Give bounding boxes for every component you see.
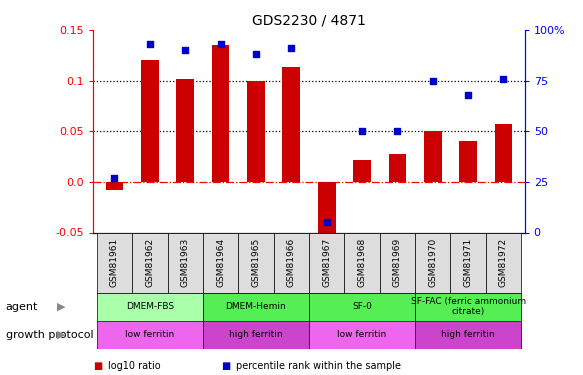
Text: low ferritin: low ferritin (125, 330, 174, 339)
Bar (309, 232, 345, 292)
Text: ■: ■ (222, 361, 231, 370)
Text: DMEM-Hemin: DMEM-Hemin (226, 302, 286, 311)
Text: low ferritin: low ferritin (338, 330, 387, 339)
Text: ■: ■ (93, 361, 103, 370)
Bar (141, 60, 159, 182)
Text: GSM81966: GSM81966 (287, 238, 296, 287)
Bar (97, 232, 132, 292)
Bar (309, 321, 415, 349)
Bar (283, 68, 300, 182)
Point (110, 175, 119, 181)
Text: GSM81969: GSM81969 (393, 238, 402, 287)
Point (181, 47, 190, 53)
Bar (97, 292, 203, 321)
Text: GSM81970: GSM81970 (429, 238, 437, 287)
Point (357, 128, 367, 134)
Text: GSM81967: GSM81967 (322, 238, 331, 287)
Text: high ferritin: high ferritin (229, 330, 283, 339)
Bar (415, 232, 451, 292)
Bar (459, 141, 477, 182)
Point (428, 78, 437, 84)
Bar (345, 232, 380, 292)
Point (463, 92, 473, 98)
Bar (167, 232, 203, 292)
Bar (309, 292, 415, 321)
Text: GSM81965: GSM81965 (251, 238, 261, 287)
Bar (494, 124, 512, 182)
Text: ▶: ▶ (57, 330, 65, 340)
Text: GSM81964: GSM81964 (216, 238, 225, 287)
Bar (380, 232, 415, 292)
Bar (97, 321, 203, 349)
Point (251, 51, 261, 57)
Bar (415, 292, 521, 321)
Text: GSM81971: GSM81971 (463, 238, 473, 287)
Bar (415, 321, 521, 349)
Bar (247, 81, 265, 182)
Text: GSM81962: GSM81962 (145, 238, 154, 287)
Text: GSM81961: GSM81961 (110, 238, 119, 287)
Text: high ferritin: high ferritin (441, 330, 495, 339)
Point (145, 41, 154, 47)
Point (216, 41, 225, 47)
Bar (424, 131, 441, 182)
Bar (203, 292, 309, 321)
Text: log10 ratio: log10 ratio (108, 361, 160, 370)
Bar (212, 45, 230, 182)
Bar (238, 232, 273, 292)
Bar (273, 232, 309, 292)
Bar (203, 232, 238, 292)
Text: percentile rank within the sample: percentile rank within the sample (236, 361, 401, 370)
Bar (486, 232, 521, 292)
Text: growth protocol: growth protocol (6, 330, 93, 340)
Text: GSM81968: GSM81968 (357, 238, 367, 287)
Bar (451, 232, 486, 292)
Point (499, 76, 508, 82)
Text: SF-0: SF-0 (352, 302, 372, 311)
Text: SF-FAC (ferric ammonium
citrate): SF-FAC (ferric ammonium citrate) (410, 297, 526, 316)
Text: agent: agent (6, 302, 38, 312)
Point (393, 128, 402, 134)
Text: GSM81972: GSM81972 (499, 238, 508, 287)
Point (322, 219, 331, 225)
Text: DMEM-FBS: DMEM-FBS (126, 302, 174, 311)
Bar (203, 321, 309, 349)
Point (287, 45, 296, 51)
Bar (353, 160, 371, 182)
Bar (177, 79, 194, 182)
Text: ▶: ▶ (57, 302, 65, 312)
Bar (106, 182, 124, 190)
Text: GSM81963: GSM81963 (181, 238, 189, 287)
Title: GDS2230 / 4871: GDS2230 / 4871 (252, 13, 366, 27)
Bar (388, 153, 406, 182)
Bar (132, 232, 167, 292)
Bar (318, 182, 335, 248)
